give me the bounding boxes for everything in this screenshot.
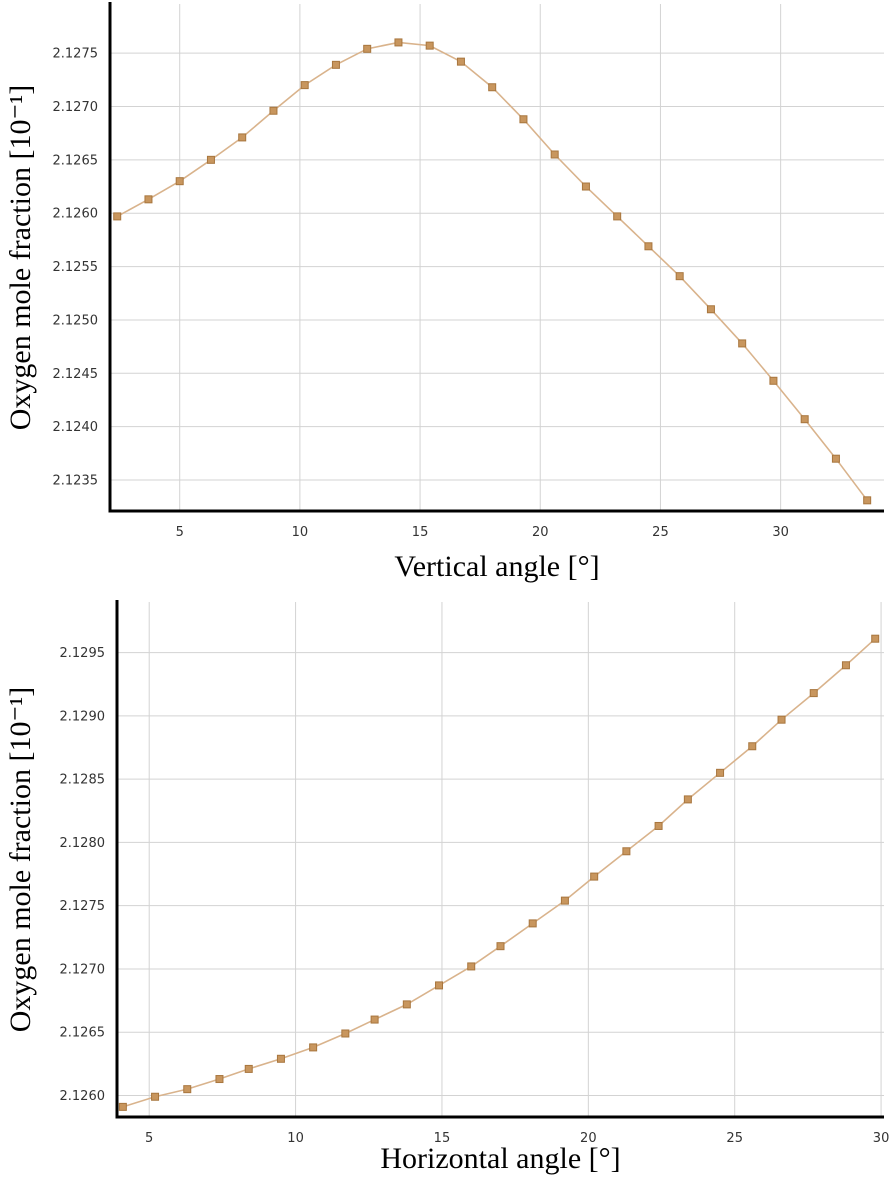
vertical-data-point: [331, 60, 340, 69]
vertical-data-point: [613, 212, 622, 221]
horizontal-angle-chart-svg: 5 10 15 20 25 30 2.1260 2.1265 2.1270 2.1275 2.128…: [4, 600, 890, 1175]
vertical-y-tick-label: 2.1245: [53, 367, 99, 382]
horizontal-y-tick-label: 2.1260: [60, 1089, 106, 1104]
horizontal-data-point: [244, 1064, 253, 1073]
horizontal-data-point: [590, 872, 599, 881]
vertical-y-tick-label: 2.1275: [53, 47, 99, 62]
vertical-data-point: [800, 415, 809, 424]
horizontal-data-point: [183, 1085, 192, 1094]
horizontal-y-tick-label: 2.1280: [60, 836, 106, 851]
horizontal-data-point: [402, 1000, 411, 1009]
vertical-x-axis-title: Vertical angle [°]: [394, 550, 599, 583]
vertical-data-point: [113, 212, 122, 221]
vertical-data-point: [769, 376, 778, 385]
horizontal-x-tick-label: 5: [145, 1131, 153, 1146]
vertical-series-line: [116, 41, 868, 501]
vertical-y-tick-label: 2.1235: [53, 474, 99, 489]
horizontal-data-point: [341, 1029, 350, 1038]
horizontal-y-axis-title: Oxygen mole fraction [10⁻¹]: [4, 687, 37, 1033]
vertical-data-point: [581, 182, 590, 191]
vertical-data-point: [456, 57, 465, 66]
horizontal-y-tick-label: 2.1265: [60, 1026, 106, 1041]
horizontal-data-point: [118, 1102, 127, 1111]
horizontal-data-point: [528, 919, 537, 928]
vertical-data-point: [706, 305, 715, 314]
horizontal-x-axis-title: Horizontal angle [°]: [380, 1142, 620, 1175]
vertical-x-tick-label: 20: [532, 525, 549, 540]
vertical-y-tick-label: 2.1265: [53, 153, 99, 168]
vertical-data-point: [144, 195, 153, 204]
horizontal-data-point: [841, 661, 850, 670]
vertical-data-point: [394, 38, 403, 47]
horizontal-series-line: [122, 638, 876, 1108]
vertical-data-point: [831, 454, 840, 463]
vertical-y-tick-label: 2.1270: [53, 100, 99, 115]
vertical-x-tick-label: 25: [652, 525, 669, 540]
horizontal-data-point: [276, 1054, 285, 1063]
horizontal-data-point: [683, 795, 692, 804]
horizontal-data-point: [151, 1092, 160, 1101]
horizontal-data-point: [370, 1015, 379, 1024]
horizontal-x-tick-label: 10: [287, 1131, 304, 1146]
horizontal-x-tick-label: 30: [873, 1131, 890, 1146]
horizontal-data-point: [871, 634, 880, 643]
horizontal-data-point: [622, 847, 631, 856]
vertical-x-tick-label: 15: [412, 525, 429, 540]
vertical-data-point: [425, 41, 434, 50]
vertical-data-point: [863, 496, 872, 505]
vertical-y-tick-label: 2.1260: [53, 207, 99, 222]
vertical-data-point: [488, 83, 497, 92]
vertical-y-axis-title: Oxygen mole fraction [10⁻¹]: [4, 85, 37, 431]
horizontal-y-tick-label: 2.1295: [60, 646, 106, 661]
vertical-x-tick-label: 30: [772, 525, 789, 540]
vertical-data-point: [644, 242, 653, 251]
horizontal-data-point: [309, 1043, 318, 1052]
vertical-data-point: [363, 44, 372, 53]
vertical-data-point: [238, 133, 247, 142]
horizontal-data-point: [467, 962, 476, 971]
vertical-y-tick-label: 2.1250: [53, 313, 99, 328]
vertical-data-point: [738, 339, 747, 348]
vertical-data-point: [300, 81, 309, 90]
vertical-data-point: [206, 155, 215, 164]
horizontal-data-point: [809, 689, 818, 698]
horizontal-x-tick-label: 20: [580, 1131, 597, 1146]
horizontal-data-point: [654, 821, 663, 830]
horizontal-y-tick-label: 2.1275: [60, 899, 106, 914]
horizontal-data-point: [748, 742, 757, 751]
horizontal-y-tick-label: 2.1290: [60, 709, 106, 724]
horizontal-data-point: [716, 768, 725, 777]
horizontal-data-point: [496, 942, 505, 951]
horizontal-data-point: [435, 981, 444, 990]
vertical-y-tick-label: 2.1255: [53, 260, 99, 275]
horizontal-data-point: [560, 896, 569, 905]
vertical-x-tick-label: 5: [176, 525, 184, 540]
vertical-x-tick-label: 10: [292, 525, 309, 540]
vertical-data-point: [550, 150, 559, 159]
vertical-data-point: [519, 115, 528, 124]
horizontal-data-point: [215, 1075, 224, 1084]
vertical-data-point: [175, 177, 184, 186]
horizontal-angle-chart: 5 10 15 20 25 30 2.1260 2.1265 2.1270 2.1275 2.128…: [0, 590, 890, 1178]
vertical-data-point: [269, 106, 278, 115]
horizontal-y-tick-label: 2.1270: [60, 962, 106, 977]
horizontal-x-tick-label: 25: [726, 1131, 743, 1146]
horizontal-y-tick-label: 2.1285: [60, 773, 106, 788]
vertical-angle-chart-svg: 5 10 15 20 25 30 2.1235 2.1240 2.1245 2.1250 2.125…: [4, 2, 884, 583]
vertical-y-tick-label: 2.1240: [53, 420, 99, 435]
horizontal-data-point: [777, 715, 786, 724]
vertical-data-point: [675, 272, 684, 281]
vertical-angle-chart: 5 10 15 20 25 30 2.1235 2.1240 2.1245 2.1250 2.125…: [4, 2, 884, 583]
horizontal-x-tick-label: 15: [434, 1131, 451, 1146]
